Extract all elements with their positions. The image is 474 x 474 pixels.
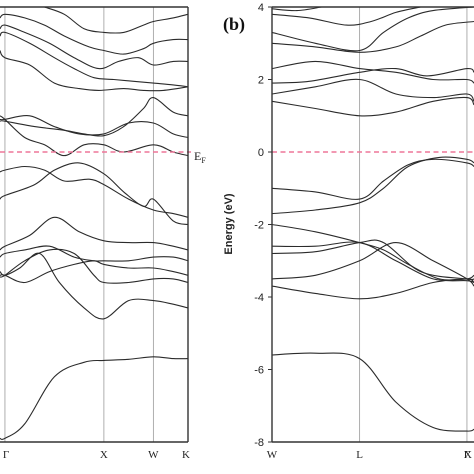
band-line-b-6 (272, 157, 474, 214)
band-line-a-7 (0, 167, 188, 218)
k-point-label-b-1: L (356, 449, 363, 461)
band-line-a-3 (0, 249, 188, 283)
band-line-b-10 (272, 68, 474, 83)
band-line-b-7 (272, 159, 474, 199)
band-line-a-10 (0, 98, 188, 136)
k-point-label-b-0: W (267, 449, 278, 461)
band-structure-panel-b: 420-2-4-6-8WLΓX (254, 2, 474, 461)
band-line-a-1 (0, 253, 188, 319)
k-point-label-a-3: K (182, 449, 190, 461)
k-point-label-a-1: X (100, 449, 108, 461)
band-line-b-12 (272, 22, 474, 53)
band-line-a-6 (0, 163, 188, 225)
k-point-label-a-2: W (148, 449, 159, 461)
band-line-a-0 (0, 357, 188, 440)
k-point-label-b-3: X (464, 449, 472, 461)
band-line-b-9 (272, 79, 474, 101)
panel-b-bands (272, 7, 474, 431)
y-tick-label-b-3: -2 (254, 220, 264, 232)
band-line-b-1 (272, 279, 474, 299)
band-line-a-12 (0, 32, 188, 87)
band-line-a-2 (0, 261, 188, 283)
band-line-a-11 (0, 51, 188, 91)
band-line-b-8 (272, 97, 474, 115)
y-tick-label-b-2: 0 (258, 147, 264, 159)
band-line-a-9 (0, 116, 188, 138)
y-tick-label-b-4: -4 (254, 292, 264, 304)
fermi-level-label: EF (194, 149, 206, 165)
band-line-b-13 (272, 7, 474, 51)
band-line-a-5 (0, 217, 188, 250)
y-axis-label: Energy (eV) (223, 193, 235, 254)
band-line-a-15 (45, 7, 189, 33)
k-point-label-a-0: Γ (3, 449, 9, 461)
y-tick-label-b-0: 4 (258, 2, 264, 14)
band-line-b-0 (272, 353, 474, 431)
band-structure-panel-a: ΓXWK (0, 7, 191, 461)
panel-a-bands (0, 7, 188, 439)
band-line-b-11 (272, 61, 474, 83)
panel-b-label: (b) (223, 14, 245, 35)
y-tick-label-b-5: -6 (254, 365, 264, 377)
y-tick-label-b-1: 2 (258, 75, 264, 87)
y-tick-label-b-6: -8 (254, 437, 264, 449)
